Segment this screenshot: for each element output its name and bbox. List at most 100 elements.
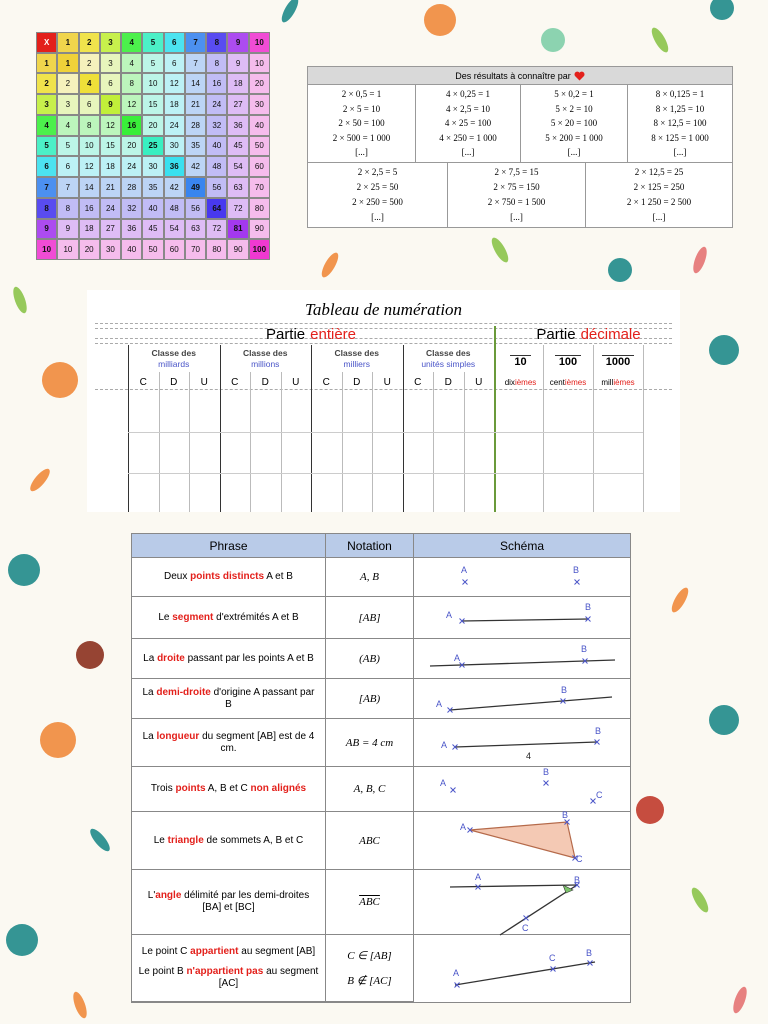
product-cell: 63 [227, 177, 249, 198]
result-line: 8 × 0,125 = 1 [655, 89, 705, 100]
phrase-text: d'extrémités A et B [213, 611, 299, 623]
phrase-cell: Le triangle de sommets A, B et C [132, 812, 326, 870]
digit-divider [341, 372, 343, 512]
phrase-keyword: segment [172, 611, 214, 623]
phrase: Trois points A, B et C non alignés [151, 783, 306, 795]
digit-divider [280, 372, 282, 512]
class-title: Classe des [334, 347, 379, 358]
product-cell: 72 [206, 218, 228, 240]
result-cell: 2 × 7,5 = 15 2 × 75 = 150 2 × 750 = 1 500 [… [448, 163, 586, 227]
product-cell: 8 [206, 52, 228, 74]
product-cell: 24 [99, 197, 122, 219]
product-cell: 35 [142, 177, 164, 198]
phrase-cell: Le point C appartient au segment [AB] Le … [132, 935, 326, 1002]
denominator: 10 [510, 354, 531, 368]
product-cell: 3 [99, 52, 122, 74]
product-cell: 70 [184, 239, 207, 260]
class-name: millions [251, 358, 280, 369]
column-header: Schéma [414, 534, 630, 558]
product-cell: 36 [227, 114, 249, 136]
digit-divider [372, 372, 373, 512]
decimal-name-suffix: ièmes [613, 377, 635, 387]
class-border [402, 345, 404, 512]
product-cell: 30 [163, 135, 185, 157]
geometry-table: Phrase Notation Schéma Deux points distinct… [131, 533, 631, 1003]
class-name: milliers [343, 358, 370, 369]
notation-cell: AB = 4 cm [326, 719, 414, 767]
phrase-keyword: demi-droite [156, 686, 211, 698]
product-cell: 20 [142, 114, 164, 136]
result-line: 2 × 75 = 150 [493, 182, 540, 192]
result-cell: 2 × 12,5 = 25 2 × 125 = 250 2 × 1 250 = 2 … [586, 163, 732, 227]
denominator: 100 [554, 354, 582, 368]
numeration-title: Tableau de numération [304, 300, 463, 319]
product-cell: 45 [142, 218, 164, 240]
phrase-cell: Le segment d'extrémités A et B [132, 597, 326, 639]
product-cell: 9 [57, 218, 79, 240]
product-cell: 45 [227, 135, 249, 157]
notation: [AB) [358, 692, 381, 705]
phrase-keyword: angle [155, 890, 182, 901]
product-cell: 20 [78, 239, 100, 260]
product-cell: 3 [57, 94, 79, 115]
notation-cell: ABC [326, 870, 414, 935]
header-cell: 7 [184, 32, 207, 53]
class-name: milliards [158, 358, 190, 369]
product-cell: 40 [142, 197, 164, 219]
numeration-table: Tableau de numération Partie entière Parti… [87, 290, 680, 512]
product-cell: 40 [248, 114, 270, 136]
phrase-text: au segment [AB] [238, 946, 316, 957]
product-cell: 80 [206, 239, 228, 260]
result-line: [...] [673, 147, 687, 158]
product-cell: 50 [248, 135, 270, 157]
product-cell: 80 [248, 197, 270, 219]
decimal-divider [543, 345, 544, 512]
product-cell: 15 [142, 94, 164, 115]
phrase-cell: La droite passant par les points A et B [132, 639, 326, 679]
product-cell: 70 [248, 177, 270, 198]
product-cell: 42 [163, 177, 185, 198]
decimal-part-word-red: décimale [580, 325, 641, 343]
product-cell: 40 [121, 239, 143, 260]
fraction: 100 [543, 352, 593, 370]
result-line: 2 × 125 = 250 [633, 182, 685, 192]
decimal-name-stem: cent [549, 377, 565, 387]
result-line: 5 × 20 = 100 [550, 118, 598, 129]
product-cell: 64 [206, 197, 228, 219]
ruled-line [95, 343, 672, 344]
grid-row-line [128, 473, 643, 474]
result-cell: 5 × 0,2 = 1 5 × 2 = 10 5 × 20 = 100 5 × 200… [521, 85, 628, 163]
decimal-name-suffix: ièmes [564, 377, 587, 387]
product-cell: 54 [163, 218, 185, 240]
notation: ABC [359, 834, 380, 847]
digit-label: U [383, 376, 391, 388]
product-cell: 30 [248, 94, 270, 115]
phrase-text: L' [147, 890, 156, 901]
product-cell: 42 [184, 156, 207, 178]
ruled-line [95, 323, 672, 324]
phrase-text: au segment [AC] [218, 966, 319, 989]
notation: [AB] [358, 611, 381, 624]
product-cell: 12 [163, 73, 185, 95]
result-line: 5 × 200 = 1 000 [545, 132, 603, 143]
product-cell: 30 [142, 156, 164, 178]
digit-divider [250, 372, 251, 512]
notation: ABC [359, 896, 380, 908]
header-cell: X [36, 32, 58, 53]
phrase: La longueur du segment [AB] est de 4 cm. [138, 731, 319, 755]
product-cell: 18 [227, 73, 249, 95]
phrase-text: Le point C [141, 946, 191, 957]
product-cell: 8 [121, 73, 143, 95]
decimal-part-word: Partie [536, 325, 576, 343]
result-line: 4 × 2,5 = 10 [446, 103, 490, 114]
header-cell: 2 [78, 32, 100, 53]
result-line: 2 × 2,5 = 5 [357, 167, 398, 177]
phrase-text: A, B et C [205, 783, 251, 794]
notation-cell: [AB) [326, 679, 414, 719]
result-line: 8 × 125 = 1 000 [651, 132, 709, 143]
digit-label: U [200, 376, 208, 388]
phrase: La demi-droite d'origine A passant par B [138, 687, 319, 711]
product-cell: 24 [163, 114, 185, 136]
phrase-keyword: points [175, 783, 206, 794]
